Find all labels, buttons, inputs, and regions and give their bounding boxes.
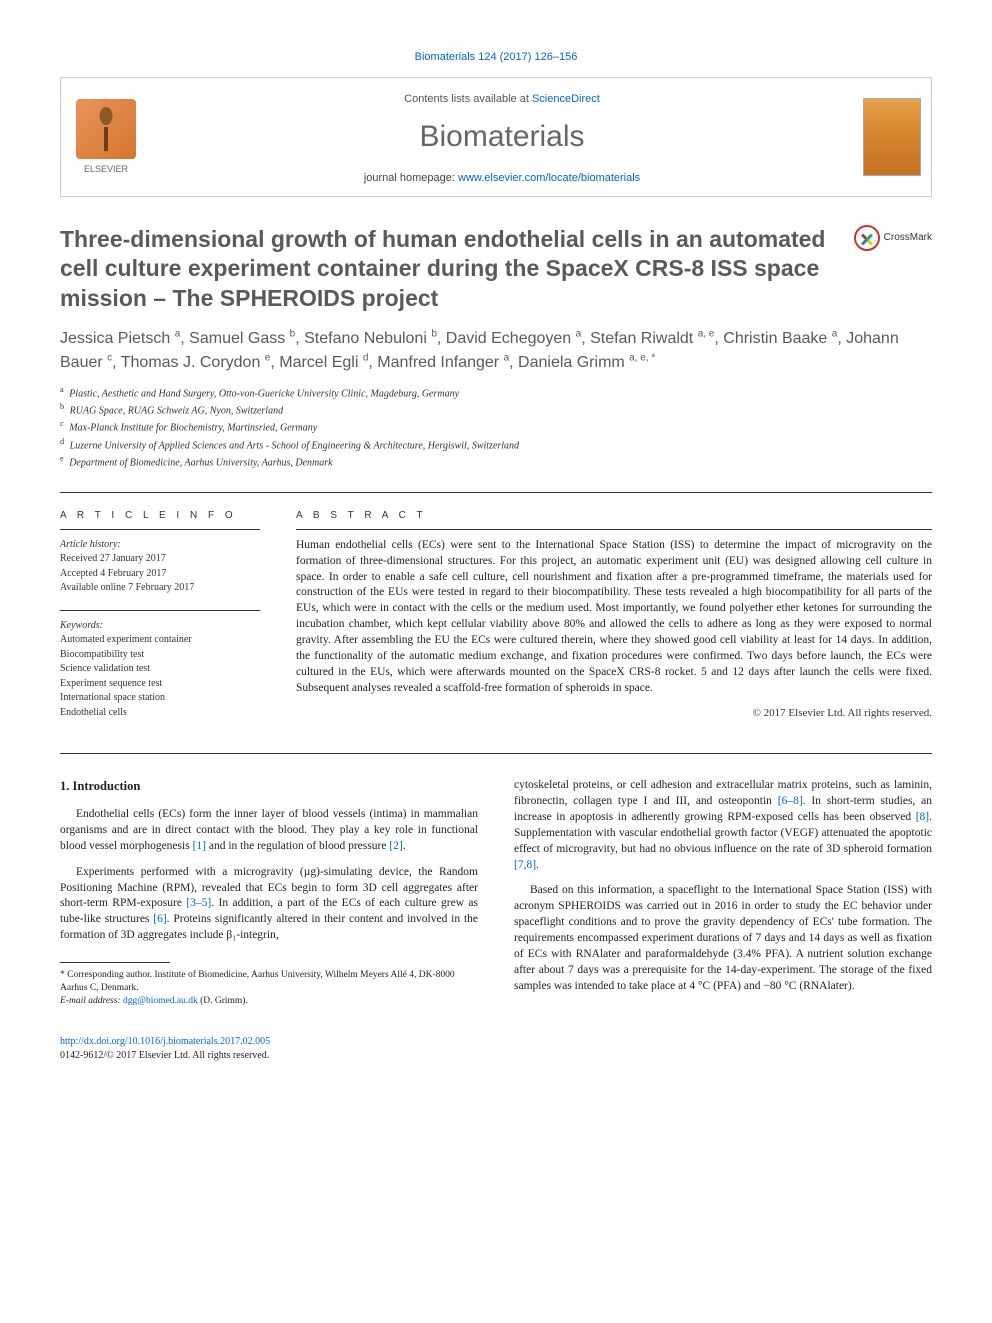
footnote-rule xyxy=(60,962,170,963)
publisher-logo-block: ELSEVIER xyxy=(61,78,151,196)
publisher-label: ELSEVIER xyxy=(84,163,128,175)
article-info-column: A R T I C L E I N F O Article history: R… xyxy=(60,509,260,721)
homepage-prefix: journal homepage: xyxy=(364,172,458,184)
journal-name: Biomaterials xyxy=(151,117,853,158)
citation-ref[interactable]: [6] xyxy=(153,913,166,925)
citation-ref[interactable]: [2] xyxy=(389,840,402,852)
abstract-label: A B S T R A C T xyxy=(296,509,932,530)
journal-homepage-line: journal homepage: www.elsevier.com/locat… xyxy=(151,171,853,186)
abstract-text: Human endothelial cells (ECs) were sent … xyxy=(296,538,932,697)
email-link[interactable]: dgg@biomed.au.dk xyxy=(123,996,198,1006)
affiliation-line: d Luzerne University of Applied Sciences… xyxy=(60,436,932,453)
body-top-rule xyxy=(60,753,932,754)
affiliation-line: e Department of Biomedicine, Aarhus Univ… xyxy=(60,453,932,470)
left-column: 1. Introduction Endothelial cells (ECs) … xyxy=(60,778,478,1007)
page-footer: http://dx.doi.org/10.1016/j.biomaterials… xyxy=(60,1035,932,1063)
intro-paragraph-2: Experiments performed with a microgravit… xyxy=(60,865,478,944)
abstract-column: A B S T R A C T Human endothelial cells … xyxy=(296,509,932,721)
keywords-block: Keywords: Automated experiment container… xyxy=(60,610,260,721)
journal-header-box: ELSEVIER Contents lists available at Sci… xyxy=(60,77,932,197)
citation-ref[interactable]: [7,8] xyxy=(514,859,536,871)
article-info-label: A R T I C L E I N F O xyxy=(60,509,260,530)
citation-line: Biomaterials 124 (2017) 126–156 xyxy=(60,50,932,65)
intro-paragraph-4: Based on this information, a spaceflight… xyxy=(514,883,932,994)
email-footnote: E-mail address: dgg@biomed.au.dk (D. Gri… xyxy=(60,995,478,1008)
affiliation-line: b RUAG Space, RUAG Schweiz AG, Nyon, Swi… xyxy=(60,401,932,418)
citation-ref[interactable]: [6–8] xyxy=(778,795,803,807)
contents-prefix: Contents lists available at xyxy=(404,93,532,105)
introduction-heading: 1. Introduction xyxy=(60,778,478,795)
keyword-item: Endothelial cells xyxy=(60,706,260,721)
corr-author-label: * Corresponding author. xyxy=(60,970,152,980)
article-title: Three-dimensional growth of human endoth… xyxy=(60,225,838,313)
affiliation-line: a Plastic, Aesthetic and Hand Surgery, O… xyxy=(60,384,932,401)
homepage-link[interactable]: www.elsevier.com/locate/biomaterials xyxy=(458,172,640,184)
keyword-item: International space station xyxy=(60,691,260,706)
authors-list: Jessica Pietsch a, Samuel Gass b, Stefan… xyxy=(60,327,932,373)
sciencedirect-link[interactable]: ScienceDirect xyxy=(532,93,600,105)
journal-cover-block xyxy=(853,78,931,196)
citation-ref[interactable]: [8] xyxy=(916,811,929,823)
crossmark-badge[interactable]: CrossMark xyxy=(854,225,932,251)
keyword-item: Experiment sequence test xyxy=(60,677,260,692)
contents-available-line: Contents lists available at ScienceDirec… xyxy=(151,92,853,107)
journal-cover-thumbnail xyxy=(863,98,921,176)
elsevier-tree-icon xyxy=(76,99,136,159)
affiliations-list: a Plastic, Aesthetic and Hand Surgery, O… xyxy=(60,384,932,471)
abstract-copyright: © 2017 Elsevier Ltd. All rights reserved… xyxy=(296,706,932,721)
keywords-label: Keywords: xyxy=(60,619,260,634)
issn-copyright: 0142-9612/© 2017 Elsevier Ltd. All right… xyxy=(60,1049,932,1063)
citation-ref[interactable]: [1] xyxy=(193,840,206,852)
intro-paragraph-3: cytoskeletal proteins, or cell adhesion … xyxy=(514,778,932,873)
history-accepted: Accepted 4 February 2017 xyxy=(60,567,260,582)
article-history-block: Article history: Received 27 January 201… xyxy=(60,538,260,596)
right-column: cytoskeletal proteins, or cell adhesion … xyxy=(514,778,932,1007)
email-name: (D. Grimm). xyxy=(200,996,248,1006)
crossmark-label: CrossMark xyxy=(884,231,932,245)
keyword-item: Biocompatibility test xyxy=(60,648,260,663)
intro-paragraph-1: Endothelial cells (ECs) form the inner l… xyxy=(60,807,478,855)
body-two-column: 1. Introduction Endothelial cells (ECs) … xyxy=(60,778,932,1007)
doi-link[interactable]: http://dx.doi.org/10.1016/j.biomaterials… xyxy=(60,1035,932,1049)
history-received: Received 27 January 2017 xyxy=(60,552,260,567)
keyword-item: Automated experiment container xyxy=(60,633,260,648)
history-online: Available online 7 February 2017 xyxy=(60,581,260,596)
email-label: E-mail address: xyxy=(60,996,121,1006)
citation-ref[interactable]: [3–5] xyxy=(186,897,211,909)
keyword-item: Science validation test xyxy=(60,662,260,677)
corresponding-author-footnote: * Corresponding author. Institute of Bio… xyxy=(60,969,478,995)
affiliation-line: c Max-Planck Institute for Biochemistry,… xyxy=(60,418,932,435)
history-label: Article history: xyxy=(60,538,260,553)
crossmark-icon xyxy=(854,225,880,251)
